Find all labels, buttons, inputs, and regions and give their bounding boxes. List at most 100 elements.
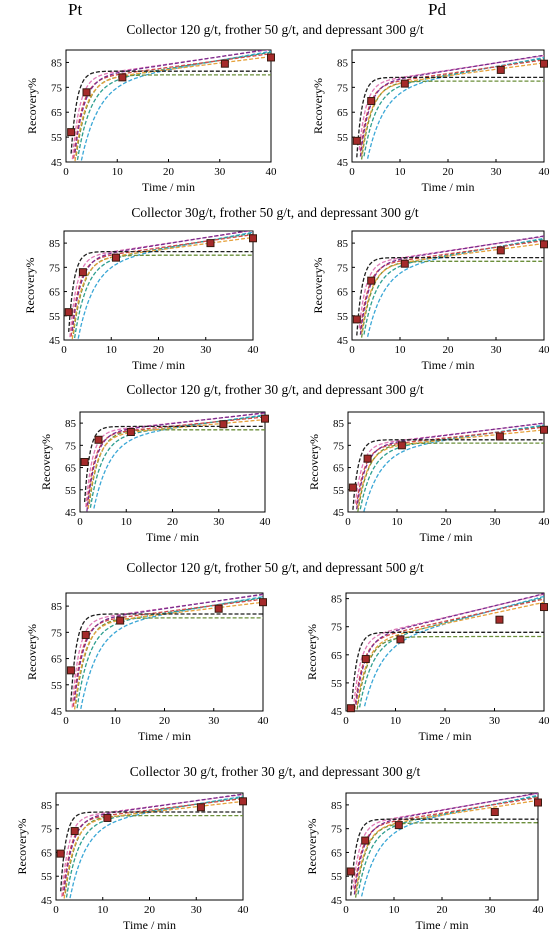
x-tick-label: 30 [191, 904, 203, 916]
model-curve-4 [87, 418, 265, 509]
y-tick-label: 85 [51, 601, 63, 613]
experimental-point [396, 635, 405, 644]
y-tick-label: 45 [65, 507, 77, 519]
model-curve-4 [360, 62, 544, 156]
x-tick-label: 20 [167, 516, 179, 528]
y-axis-label: Recovery% [307, 434, 321, 490]
experimental-point [66, 666, 75, 675]
experimental-point [367, 97, 376, 106]
y-tick-label: 55 [51, 132, 63, 144]
experimental-point [64, 308, 73, 317]
y-axis-label: Recovery% [305, 624, 319, 680]
x-axis-label: Time / min [146, 530, 199, 544]
chart-panel-4-pd: 0 10 20 30 40 45 55 65 75 85 Time / min Recovery% [305, 592, 550, 743]
model-curve-1 [70, 70, 271, 154]
experimental-point [80, 458, 89, 466]
model-curve-7 [80, 50, 271, 161]
experimental-point [495, 432, 504, 441]
y-tick-label: 65 [331, 650, 343, 662]
y-tick-label: 65 [337, 107, 349, 119]
y-tick-label: 65 [51, 107, 63, 119]
experimental-point [249, 234, 257, 243]
model-curve-3 [73, 52, 271, 159]
experimental-point [352, 315, 361, 324]
model-curve-6 [76, 51, 271, 161]
y-tick-label: 65 [331, 847, 343, 859]
model-curve-6 [357, 795, 538, 895]
y-axis-label: Recovery% [305, 819, 319, 875]
experimental-point [116, 616, 125, 625]
y-tick-label: 55 [41, 871, 53, 883]
y-tick-label: 75 [337, 82, 349, 94]
experimental-point [94, 435, 103, 444]
plot-frame [345, 592, 545, 712]
y-tick-label: 45 [51, 706, 63, 718]
experimental-point [126, 428, 135, 436]
row-title-2: Collector 30g/t, frother 50 g/t, and dep… [131, 205, 419, 220]
y-axis-label: Recovery% [311, 258, 325, 314]
y-axis-label: Recovery% [25, 78, 39, 134]
y-axis-label: Recovery% [25, 624, 39, 680]
x-tick-label: 20 [441, 516, 453, 528]
x-tick-label: 40 [248, 344, 260, 356]
y-tick-label: 45 [337, 157, 349, 169]
y-tick-label: 45 [49, 335, 61, 347]
x-tick-label: 0 [63, 715, 69, 727]
y-tick-label: 75 [41, 824, 53, 836]
experimental-point [367, 276, 376, 285]
model-curve-3 [355, 426, 544, 505]
y-tick-label: 85 [333, 418, 345, 430]
x-tick-label: 30 [491, 344, 503, 356]
y-tick-label: 45 [333, 507, 345, 519]
y-tick-label: 65 [49, 287, 61, 299]
column-header-pd: Pd [428, 0, 446, 19]
x-tick-label: 30 [491, 166, 503, 178]
model-curve-3 [354, 598, 544, 710]
experimental-point [67, 128, 76, 137]
x-tick-label: 40 [539, 166, 550, 178]
model-curve-4 [357, 429, 544, 509]
y-tick-label: 45 [331, 706, 343, 718]
model-curve-7 [360, 794, 538, 897]
model-curve-1 [352, 439, 544, 510]
y-tick-label: 65 [51, 654, 63, 666]
chart-panel-5-pd: 0 10 20 30 40 45 55 65 75 85 Time / min Recovery% [305, 792, 545, 932]
x-tick-label: 40 [238, 904, 250, 916]
y-tick-label: 45 [331, 895, 343, 907]
experimental-point [56, 849, 65, 858]
y-tick-label: 55 [333, 485, 345, 497]
y-tick-label: 55 [331, 871, 343, 883]
model-curve-6 [76, 597, 263, 709]
experimental-point [348, 483, 357, 492]
row-title-5: Collector 30 g/t, frother 30 g/t, and de… [129, 764, 421, 779]
y-tick-label: 85 [331, 594, 343, 606]
x-tick-label: 10 [389, 904, 401, 916]
model-curve-1 [356, 76, 544, 158]
model-curve-6 [359, 425, 544, 510]
y-tick-label: 85 [49, 238, 61, 250]
model-curve-2 [355, 593, 544, 705]
x-tick-label: 40 [539, 344, 550, 356]
y-tick-label: 45 [337, 335, 349, 347]
x-tick-label: 10 [97, 904, 109, 916]
model-curve-4 [360, 242, 544, 334]
y-tick-label: 55 [337, 311, 349, 323]
experimental-point [78, 268, 87, 277]
y-tick-label: 85 [51, 57, 63, 69]
x-tick-label: 0 [349, 166, 355, 178]
chart-panel-2-pt: 0 10 20 30 40 45 55 65 75 85 Time / min Recovery% [23, 230, 260, 372]
y-tick-label: 85 [337, 238, 349, 250]
x-tick-label: 40 [539, 715, 550, 727]
x-tick-label: 40 [533, 904, 545, 916]
model-curve-1 [83, 425, 265, 502]
experimental-point [219, 420, 228, 429]
chart-panel-3-pt: 0 10 20 30 40 45 55 65 75 85 Time / min Recovery% [39, 411, 271, 544]
plot-frame [351, 230, 545, 341]
experimental-point [400, 79, 409, 88]
x-tick-label: 10 [121, 516, 133, 528]
plot-frame [55, 792, 244, 901]
model-curve-1 [350, 818, 538, 896]
experimental-point [540, 59, 548, 68]
experimental-point [118, 73, 127, 82]
chart-panel-2-pd: 0 10 20 30 40 45 55 65 75 85 Time / min Recovery% [311, 230, 550, 372]
